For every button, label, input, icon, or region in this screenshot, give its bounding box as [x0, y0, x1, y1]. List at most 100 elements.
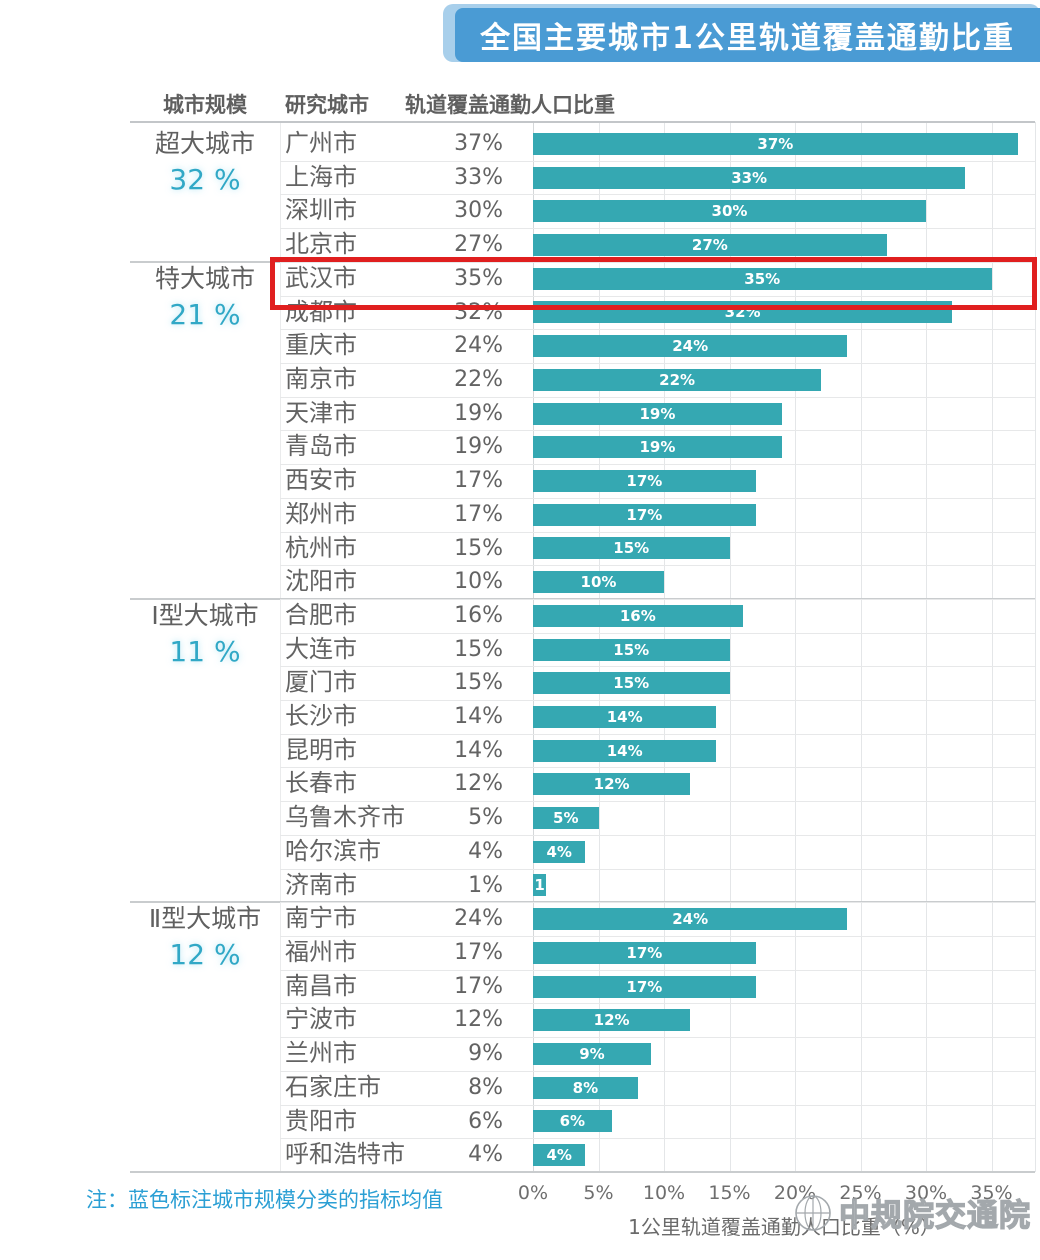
- city-value: 9%: [468, 1041, 503, 1067]
- gridline: [795, 122, 796, 1172]
- city-value: 22%: [454, 366, 503, 392]
- bar-value-label: 5%: [553, 809, 579, 828]
- column-header-research-city: 研究城市: [285, 93, 369, 117]
- city-value: 8%: [468, 1074, 503, 1100]
- x-axis-tick-label: 20%: [773, 1182, 817, 1204]
- bar: 16%: [533, 604, 743, 627]
- city-name: 呼和浩特市: [285, 1140, 405, 1169]
- bar: 5%: [533, 807, 599, 830]
- city-value: 19%: [454, 400, 503, 426]
- bar: 19%: [533, 436, 782, 459]
- bar-value-label: 4%: [546, 1146, 572, 1165]
- city-value: 27%: [454, 232, 503, 258]
- bar-value-label: 14%: [606, 741, 643, 760]
- x-axis-title: 1公里轨道覆盖通勤人口比重（%）: [628, 1215, 940, 1239]
- bar: 24%: [533, 908, 848, 931]
- bar: 24%: [533, 335, 848, 358]
- globe-icon: [795, 1194, 831, 1231]
- row-separator: [280, 396, 1035, 398]
- city-value: 17%: [454, 501, 503, 527]
- column-header-metric: 轨道覆盖通勤人口比重: [405, 93, 615, 117]
- city-value: 16%: [454, 602, 503, 628]
- bar: 14%: [533, 739, 717, 762]
- table-bottom-line: [130, 1171, 1035, 1173]
- bar-value-label: 17%: [626, 943, 663, 962]
- city-name: 长春市: [285, 769, 357, 798]
- bar-value-label: 24%: [672, 337, 709, 356]
- city-value: 14%: [454, 737, 503, 763]
- city-value: 15%: [454, 636, 503, 662]
- city-value: 12%: [454, 771, 503, 797]
- bar-value-label: 12%: [593, 1011, 630, 1030]
- bar: 15%: [533, 672, 730, 695]
- row-separator: [280, 295, 1035, 297]
- bar-value-label: 17%: [626, 977, 663, 996]
- column-separator: [280, 122, 281, 1172]
- x-axis-tick-label: 30%: [904, 1182, 948, 1204]
- bar: 15%: [533, 537, 730, 560]
- row-separator: [280, 329, 1035, 331]
- city-name: 深圳市: [285, 196, 357, 225]
- row-separator: [280, 228, 1035, 230]
- city-name: 沈阳市: [285, 567, 357, 596]
- bar: 12%: [533, 773, 691, 796]
- city-name: 宁波市: [285, 1005, 357, 1034]
- bar-value-label: 37%: [757, 134, 794, 153]
- row-separator: [280, 700, 1035, 702]
- city-name: 天津市: [285, 398, 357, 427]
- city-name: 广州市: [285, 129, 357, 157]
- group-mean-value: 32 %: [169, 162, 241, 196]
- row-separator: [280, 936, 1035, 938]
- bar: 33%: [533, 166, 966, 189]
- row-separator: [280, 1104, 1035, 1106]
- group-scale-label: Ⅰ型大城市: [151, 600, 259, 630]
- bar: 17%: [533, 941, 756, 964]
- column-header-city-scale: 城市规模: [163, 93, 247, 117]
- row-separator: [280, 194, 1035, 196]
- city-name: 郑州市: [285, 499, 357, 528]
- city-value: 14%: [454, 704, 503, 730]
- bar: 15%: [533, 638, 730, 661]
- city-value: 15%: [454, 535, 503, 561]
- city-value: 10%: [454, 569, 503, 595]
- bar-value-label: 15%: [613, 539, 650, 558]
- row-separator: [280, 1070, 1035, 1072]
- bar: 19%: [533, 402, 782, 425]
- row-separator: [280, 1138, 1035, 1140]
- bar-value-label: 35%: [744, 269, 781, 288]
- row-separator: [280, 767, 1035, 769]
- row-separator: [280, 632, 1035, 634]
- bar: 12%: [533, 1009, 691, 1032]
- city-value: 24%: [454, 333, 503, 359]
- city-name: 武汉市: [285, 263, 357, 292]
- bar: 17%: [533, 469, 756, 492]
- bar-value-label: 1: [534, 876, 545, 895]
- bar-value-label: 6%: [559, 1112, 586, 1131]
- row-separator: [280, 160, 1035, 162]
- footnote: 注：蓝色标注城市规模分类的指标均值: [86, 1188, 443, 1212]
- bar: 14%: [533, 705, 717, 728]
- city-value: 17%: [454, 973, 503, 999]
- x-axis-tick-label: 10%: [642, 1182, 686, 1204]
- city-value: 15%: [454, 670, 503, 696]
- city-name: 重庆市: [285, 331, 357, 360]
- row-separator: [280, 565, 1035, 567]
- bar: 27%: [533, 233, 887, 256]
- city-name: 乌鲁木齐市: [285, 803, 405, 832]
- row-separator: [280, 902, 1035, 904]
- bar: 35%: [533, 267, 992, 290]
- watermark: 中规院交通院: [793, 1190, 1031, 1235]
- group-mean-value: 21 %: [169, 297, 241, 331]
- city-name: 长沙市: [285, 702, 357, 731]
- city-name: 杭州市: [285, 533, 357, 562]
- bar: 10%: [533, 571, 664, 594]
- city-value: 4%: [468, 838, 503, 864]
- title-banner: 全国主要城市1公里轨道覆盖通勤比重: [455, 8, 1040, 62]
- city-value: 24%: [454, 906, 503, 932]
- city-value: 17%: [454, 468, 503, 494]
- bar: 1: [533, 874, 547, 897]
- row-separator: [280, 430, 1035, 432]
- city-name: 大连市: [285, 634, 357, 663]
- bar-value-label: 30%: [711, 202, 748, 221]
